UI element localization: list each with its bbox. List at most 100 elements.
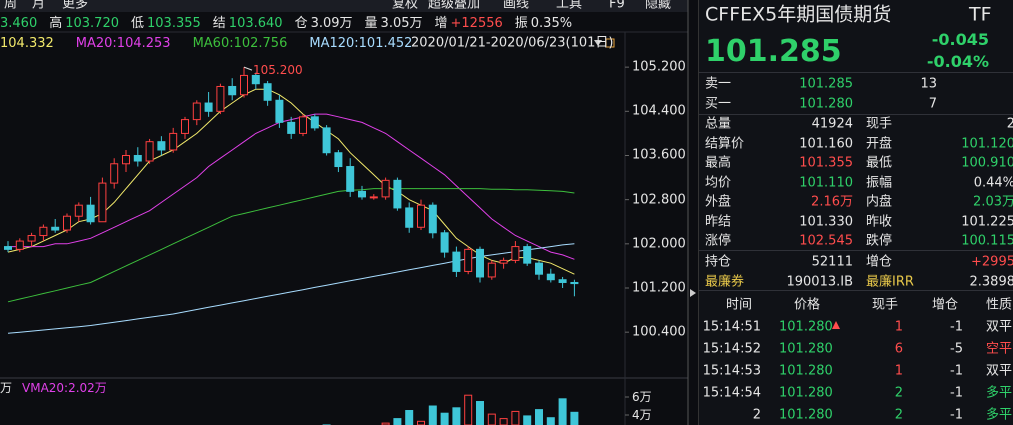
stat-value: 101.160 <box>799 136 853 151</box>
candle-body <box>428 204 437 234</box>
column-header: 时间 <box>725 297 753 313</box>
candle-body <box>405 207 414 228</box>
period-tab[interactable]: 更多 <box>62 0 89 12</box>
stat-value: 100.910 <box>961 155 1013 171</box>
quote-label: 高 <box>49 16 63 31</box>
period-tab[interactable]: 月 <box>32 0 46 12</box>
quote-value: +12556 <box>450 16 503 31</box>
stat-value: 2 <box>1006 116 1013 132</box>
stat-value: 41924 <box>811 116 853 132</box>
ma-line <box>7 188 575 303</box>
candle-body <box>558 279 567 283</box>
stat-label: 最高 <box>705 155 732 171</box>
tool-button[interactable]: 隐藏 <box>645 0 672 12</box>
stat-label: 开盘 <box>866 136 893 151</box>
trade-time: 15:14:52 <box>702 341 761 357</box>
candle-body <box>251 74 260 85</box>
period-tab[interactable]: 周 <box>4 0 18 12</box>
stat-label: 均价 <box>705 175 732 190</box>
legend-entry: MA60:102.756 <box>192 36 288 51</box>
stat-value: 100.115 <box>961 233 1013 249</box>
y-tick-label: 104.400 <box>632 103 686 119</box>
trade-oi: -1 <box>950 319 963 335</box>
volume-bar <box>476 401 484 425</box>
book-price: 101.285 <box>799 76 853 92</box>
candle-body <box>86 204 95 223</box>
tool-button[interactable]: F9 <box>609 0 625 12</box>
volume-bar <box>570 411 579 425</box>
candle-body <box>133 154 142 162</box>
stat-value: 101.330 <box>799 214 853 229</box>
candle-body <box>511 246 520 261</box>
volume-bar <box>546 417 555 425</box>
quote-item: 振 0.35% <box>515 17 572 30</box>
volume-bar <box>535 409 543 425</box>
lock-icon[interactable] <box>605 38 615 48</box>
trade-price: 101.280 <box>779 319 833 335</box>
stat-label: 最廉券 <box>705 274 745 289</box>
y-tick-label: 102.000 <box>632 236 686 252</box>
quote-value: 103.720 <box>65 16 119 31</box>
candle-body <box>287 121 296 134</box>
volume-bar <box>428 405 437 425</box>
y-tick-label: 102.800 <box>632 192 686 208</box>
volume-legend: 万 <box>0 381 13 395</box>
candle-body <box>263 83 272 101</box>
column-header: 价格 <box>793 297 821 313</box>
instrument-code: TF <box>969 3 992 26</box>
trade-oi: -5 <box>950 341 963 357</box>
candle-body <box>110 163 119 184</box>
stat-label: 最低 <box>866 155 893 171</box>
quote-value: 3.460 <box>0 16 38 31</box>
stat-label: 昨结 <box>705 214 732 229</box>
y-tick-label: 100.400 <box>632 324 686 340</box>
candle-body <box>39 226 48 237</box>
uptick-arrow <box>832 321 840 329</box>
candle-body <box>216 85 225 112</box>
volume-bar <box>440 412 449 425</box>
candle-body <box>523 246 532 264</box>
column-header: 性质 <box>986 297 1013 313</box>
candle-body <box>487 262 496 278</box>
collapse-arrow[interactable] <box>690 289 696 297</box>
dropdown-icon[interactable] <box>594 40 602 46</box>
separator <box>699 72 1013 73</box>
separator <box>699 114 1013 115</box>
trade-price: 101.280 <box>779 385 833 401</box>
tool-button[interactable]: 复权 <box>392 0 419 12</box>
quote-value: 3.09万 <box>310 16 353 31</box>
stat-label: 持仓 <box>705 254 732 270</box>
candle-body <box>4 246 12 250</box>
tool-button[interactable]: 工具 <box>556 0 583 12</box>
instrument-name: CFFEX5年期国债期货 <box>705 3 892 26</box>
y-tick-label: 6万 <box>632 390 652 404</box>
trade-oi: -1 <box>950 385 963 401</box>
quote-value: 103.355 <box>147 16 201 31</box>
stat-value: +2995 <box>971 254 1013 270</box>
quote-item: 仓 3.09万 <box>295 17 353 30</box>
quote-value: 103.640 <box>228 16 283 31</box>
tool-button[interactable]: 超级叠加 <box>428 0 481 12</box>
legend-entry: MA20:104.253 <box>75 36 171 51</box>
candle-body <box>63 215 71 231</box>
quote-item: 低 103.355 <box>131 17 201 30</box>
volume-bar <box>558 398 567 425</box>
trade-kind: 多平 <box>986 385 1013 401</box>
quote-label: 量 <box>364 16 378 31</box>
quote-item: 量 3.05万 <box>365 17 423 30</box>
stat-label: 增仓 <box>866 254 893 270</box>
candle-body <box>299 116 307 134</box>
quote-label: 增 <box>434 16 448 31</box>
quote-bar: 3.460 高 103.720 低 103.355 结 103.640 仓 3.09万量 3.05… <box>0 17 572 30</box>
annotation: 105.200 <box>253 63 303 78</box>
quote-label: 仓 <box>294 16 308 31</box>
trade-time: 15:14:53 <box>702 363 761 379</box>
y-tick-label: 101.200 <box>632 280 686 296</box>
quote-item: 高 103.720 <box>49 17 119 30</box>
tool-button[interactable]: 画线 <box>503 0 530 12</box>
ma-legend: 104.332 MA20:104.253 MA60:102.756 MA120:101… <box>0 37 412 50</box>
candle-body <box>51 226 60 231</box>
stat-label: 振幅 <box>866 175 893 190</box>
candle-body <box>157 141 166 151</box>
